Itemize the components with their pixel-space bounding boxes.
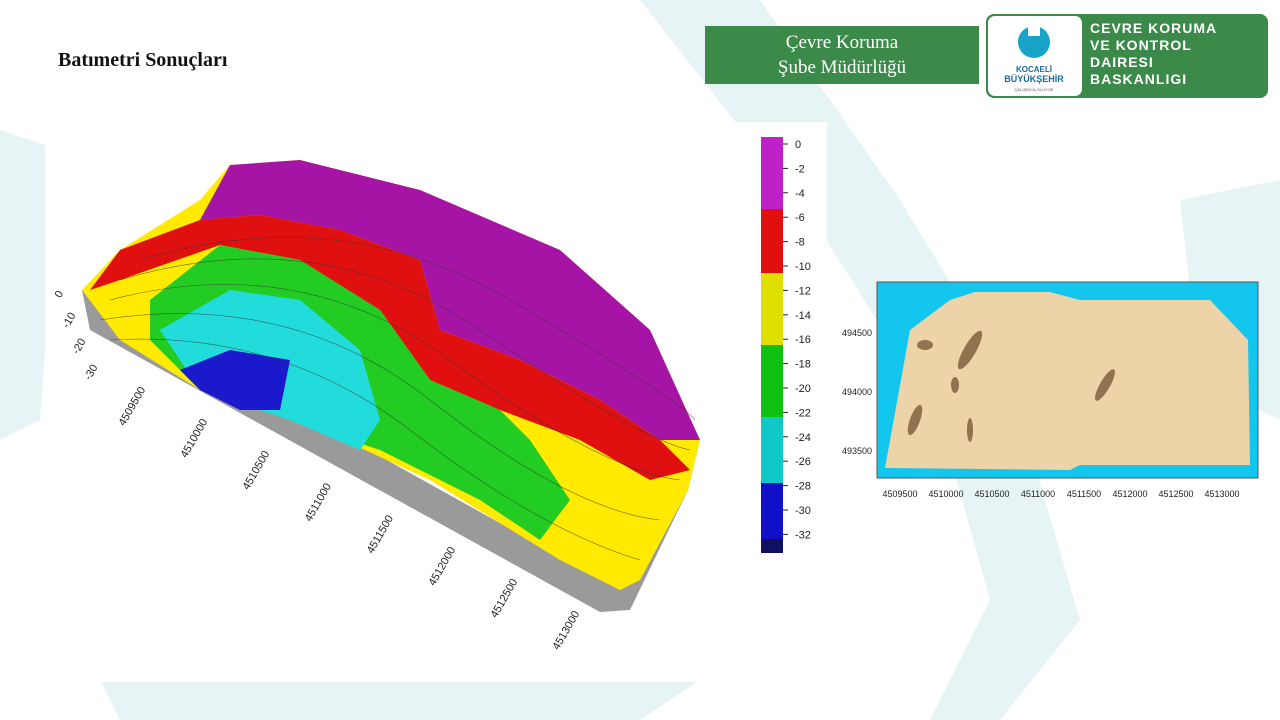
map-easting-tick-label: 4513000 bbox=[1204, 489, 1239, 499]
map-easting-tick-label: 4511500 bbox=[1067, 489, 1101, 499]
map-easting-tick-label: 4512000 bbox=[1112, 489, 1147, 499]
surface-3d bbox=[82, 160, 700, 612]
colorbar-label: 0 bbox=[795, 139, 801, 151]
colorbar-label: -28 bbox=[795, 481, 811, 493]
logo-text: BÜYÜKŞEHİR bbox=[1004, 74, 1064, 84]
northing-tick-label: 494000 bbox=[842, 387, 872, 397]
colorbar-label: -12 bbox=[795, 285, 811, 297]
colorbar-label: -26 bbox=[795, 456, 811, 468]
logo-slogan: ÇALIŞINCA OLUYOR bbox=[1015, 87, 1054, 92]
map-land bbox=[885, 292, 1250, 470]
logo-department: VE KONTROL bbox=[1090, 37, 1192, 53]
colorbar-label: -24 bbox=[795, 432, 811, 444]
colorbar-label: -16 bbox=[795, 334, 811, 346]
unit-line: Şube Müdürlüğü bbox=[778, 57, 907, 78]
map-easting-tick-label: 4511000 bbox=[1021, 489, 1055, 499]
northing-tick-label: 494500 bbox=[842, 328, 872, 338]
colorbar-label: -32 bbox=[795, 529, 811, 541]
map-features bbox=[907, 330, 1115, 442]
logo-department: DAIRESI bbox=[1090, 54, 1154, 70]
slide-title: Batımetri Sonuçları bbox=[58, 49, 228, 71]
colorbar-label: -20 bbox=[795, 383, 811, 395]
logo-emblem-detail bbox=[1028, 22, 1040, 36]
colorbar-label: -2 bbox=[795, 163, 805, 175]
colorbar-label: -14 bbox=[795, 310, 811, 322]
logo-text: KOCAELİ bbox=[1016, 65, 1052, 74]
colorbar-label: -18 bbox=[795, 359, 811, 371]
colorbar-label: -4 bbox=[795, 188, 805, 200]
logo-department: CEVRE KORUMA bbox=[1090, 20, 1217, 36]
colorbar-label: -10 bbox=[795, 261, 811, 273]
map-easting-tick-label: 4510000 bbox=[928, 489, 963, 499]
logo-department: BASKANLIGI bbox=[1090, 71, 1187, 87]
colorbar-label: -6 bbox=[795, 212, 805, 224]
logo-emblem bbox=[1018, 26, 1050, 58]
unit-line: Çevre Koruma bbox=[786, 32, 899, 53]
northing-tick-label: 493500 bbox=[842, 446, 872, 456]
colorbar bbox=[761, 137, 783, 553]
map-easting-tick-label: 4512500 bbox=[1158, 489, 1193, 499]
colorbar-label: -30 bbox=[795, 505, 811, 517]
depth-tick-label: 0 bbox=[53, 289, 66, 300]
map-easting-tick-label: 4509500 bbox=[882, 489, 917, 499]
unit-box bbox=[705, 26, 979, 84]
colorbar-label: -22 bbox=[795, 407, 811, 419]
map-easting-tick-label: 4510500 bbox=[974, 489, 1009, 499]
colorbar-label: -8 bbox=[795, 237, 805, 249]
